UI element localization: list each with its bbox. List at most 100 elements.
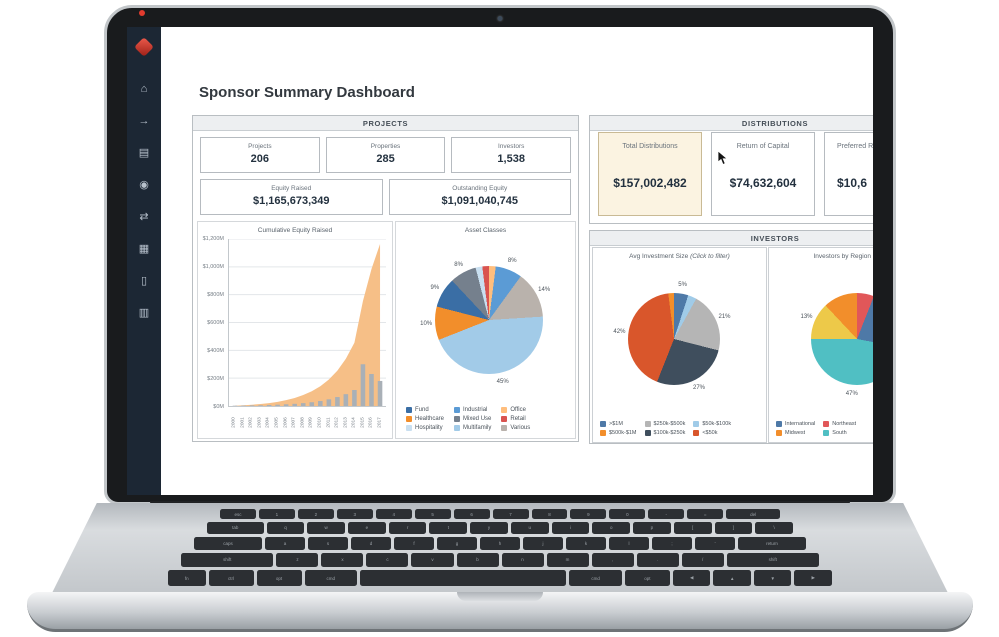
legend-swatch	[693, 430, 700, 436]
legend-item-retail[interactable]: Retail	[501, 416, 530, 422]
kpi-return-of-capital[interactable]: Return of Capital $74,632,604	[711, 132, 815, 216]
kpi-value: 1,538	[497, 153, 525, 165]
legend-item-south[interactable]: South	[823, 430, 856, 436]
legend-item-500k-1m[interactable]: $500k-$1M	[600, 430, 637, 436]
legend-item-50k[interactable]: <$50k	[693, 430, 731, 436]
sidebar-item-transfers[interactable]: ⇄	[127, 201, 161, 233]
legend-item-international[interactable]: International	[776, 421, 815, 427]
legend-item-industrial[interactable]: Industrial	[454, 407, 491, 413]
legend-swatch	[406, 425, 412, 431]
investors-icon: ▦	[138, 242, 150, 255]
legend-swatch	[454, 425, 461, 431]
kpi-preferred-return[interactable]: Preferred Return $10,6	[824, 132, 873, 216]
keyboard-row: tab q w e r t y u i o p[] \	[207, 522, 793, 534]
kpi-label: Outstanding Equity	[452, 185, 508, 192]
x-tick: 2012	[334, 417, 340, 428]
x-tick: 2014	[351, 417, 357, 428]
y-tick: $1,200M	[202, 236, 224, 242]
kpi-total-distributions[interactable]: Total Distributions $157,002,482	[598, 132, 702, 216]
sidebar-item-home[interactable]: ⌂	[127, 73, 161, 105]
chart-subtitle: (Click to filter)	[690, 253, 730, 260]
legend-item-hospitality[interactable]: Hospitality	[406, 425, 444, 431]
legend-label: Office	[510, 407, 526, 413]
key-: ◀	[672, 570, 711, 586]
sidebar-item-reports[interactable]: ▥	[127, 297, 161, 329]
kpi-label: Preferred Return	[837, 143, 873, 150]
key-r: r	[388, 522, 427, 534]
asset-classes-pie[interactable]: 8% 14% 45% 10% 9% 8%	[420, 258, 550, 384]
legend-label: Various	[510, 425, 531, 431]
key-c: c	[366, 552, 409, 567]
kpi-value: $1,091,040,745	[441, 195, 518, 207]
key-shift: shift	[181, 552, 274, 567]
webcam-icon	[497, 16, 503, 21]
legend-item-1m[interactable]: >$1M	[600, 421, 637, 427]
legend-item-multifamily[interactable]: Multifamily	[454, 425, 491, 431]
key-j: j	[523, 536, 563, 550]
avg-investment-size-pie[interactable]: 5% 21% 27% 42%	[613, 282, 730, 391]
legend-item-250k-500k[interactable]: $250k-$500k	[644, 421, 686, 427]
legend-swatch	[406, 416, 412, 422]
legend-item-fund[interactable]: Fund	[406, 407, 444, 413]
pie-investors-by-region[interactable]	[811, 293, 873, 385]
plot-wrap: $0M $200M $400M $600M $800M $1,000M $1,200M	[198, 236, 392, 410]
legend-item-office[interactable]: Office	[501, 407, 530, 413]
kpi-label: Projects	[248, 143, 272, 150]
x-tick: 2008	[300, 417, 306, 428]
legend-label: Fund	[415, 407, 429, 413]
asset-classes-chart[interactable]: Asset Classes 8% 14% 45% 10% 9% 8% Fund Health…	[395, 221, 576, 439]
key-: -	[648, 509, 685, 519]
x-tick: 2017	[377, 417, 383, 428]
key-3: 3	[336, 509, 373, 519]
pie-asset-classes[interactable]	[435, 266, 543, 374]
app-logo-icon[interactable]	[134, 37, 154, 57]
legend-item-northeast[interactable]: Northeast	[823, 421, 856, 427]
legend-swatch	[501, 407, 508, 413]
key-i: i	[551, 522, 590, 534]
sidebar-item-documents[interactable]: ▯	[127, 265, 161, 297]
legend-label: $250k-$500k	[653, 421, 686, 427]
legend-item-mixed-use[interactable]: Mixed Use	[454, 416, 491, 422]
x-tick: 2000	[231, 417, 237, 428]
key-n: n	[501, 552, 544, 567]
legend-swatch	[501, 416, 508, 422]
key-u: u	[510, 522, 549, 534]
legend-item-midwest[interactable]: Midwest	[776, 430, 815, 436]
legend-item-50k-100k[interactable]: $50k-$100k	[693, 421, 731, 427]
sidebar-item-investors[interactable]: ▦	[127, 233, 161, 265]
investors-by-region-pie[interactable]: 22%47%13%	[800, 293, 873, 397]
key-2: 2	[297, 509, 334, 519]
key-d: d	[351, 536, 391, 550]
y-tick: $200M	[207, 376, 224, 382]
key-s: s	[308, 536, 348, 550]
chart-title: Investors by Region (Click to filter)	[769, 251, 874, 262]
sidebar-item-funding[interactable]: ◉	[127, 169, 161, 201]
plot-area	[228, 239, 386, 407]
pie-avg-investment-size[interactable]	[628, 293, 720, 385]
legend-label: Retail	[510, 416, 526, 422]
funding-icon: ◉	[139, 178, 149, 191]
legend-swatch	[644, 421, 651, 427]
avg-investment-size-chart[interactable]: Avg Investment Size (Click to filter) 5%…	[592, 247, 767, 443]
key-: ]	[714, 522, 753, 534]
kpi-value: 206	[250, 153, 270, 165]
key-f: f	[394, 536, 434, 550]
legend-label: Industrial	[463, 407, 488, 413]
legend-item-healthcare[interactable]: Healthcare	[406, 416, 444, 422]
key-l: l	[609, 536, 649, 550]
kpi-label: Return of Capital	[736, 143, 790, 150]
kpi-label: Investors	[497, 143, 525, 150]
investors-by-region-chart[interactable]: Investors by Region (Click to filter) 22…	[768, 247, 873, 443]
key-: =	[687, 509, 724, 519]
key-a: a	[265, 536, 305, 550]
legend-label: Midwest	[785, 430, 806, 436]
legend-label: >$1M	[609, 421, 623, 427]
sidebar-item-transactions[interactable]: →	[127, 105, 161, 137]
pie-slice-label: 14%	[538, 286, 551, 293]
key-9: 9	[570, 509, 607, 519]
legend-label: Mixed Use	[463, 416, 492, 422]
sidebar-item-payments[interactable]: ▤	[127, 137, 161, 169]
pie-slice-label: 9%	[430, 284, 440, 291]
legend-item-various[interactable]: Various	[501, 425, 530, 431]
legend-item-100k-250k[interactable]: $100k-$250k	[644, 430, 685, 436]
